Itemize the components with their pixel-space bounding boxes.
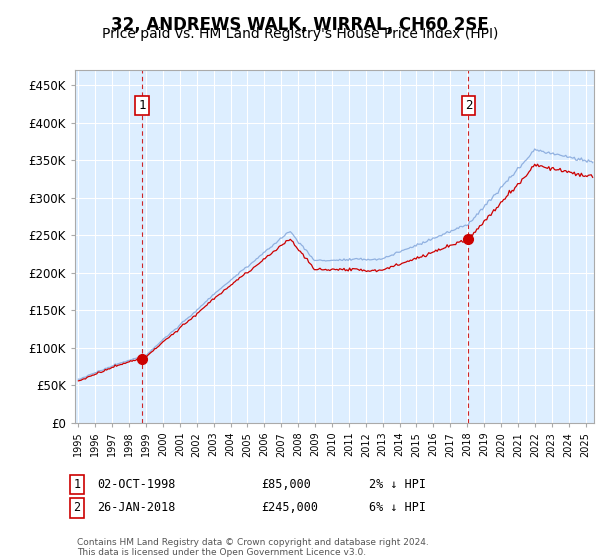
Text: 32, ANDREWS WALK, WIRRAL, CH60 2SE: 32, ANDREWS WALK, WIRRAL, CH60 2SE	[111, 16, 489, 34]
Text: 2: 2	[73, 501, 80, 515]
Text: £245,000: £245,000	[261, 501, 318, 515]
Text: 6% ↓ HPI: 6% ↓ HPI	[369, 501, 426, 515]
Text: 2: 2	[464, 99, 472, 112]
Text: Price paid vs. HM Land Registry's House Price Index (HPI): Price paid vs. HM Land Registry's House …	[102, 27, 498, 41]
Text: 1: 1	[138, 99, 146, 112]
Text: 02-OCT-1998: 02-OCT-1998	[97, 478, 176, 491]
Text: Contains HM Land Registry data © Crown copyright and database right 2024.
This d: Contains HM Land Registry data © Crown c…	[77, 538, 428, 557]
Text: 1: 1	[73, 478, 80, 491]
Text: 26-JAN-2018: 26-JAN-2018	[97, 501, 176, 515]
Text: 2% ↓ HPI: 2% ↓ HPI	[369, 478, 426, 491]
Text: £85,000: £85,000	[261, 478, 311, 491]
